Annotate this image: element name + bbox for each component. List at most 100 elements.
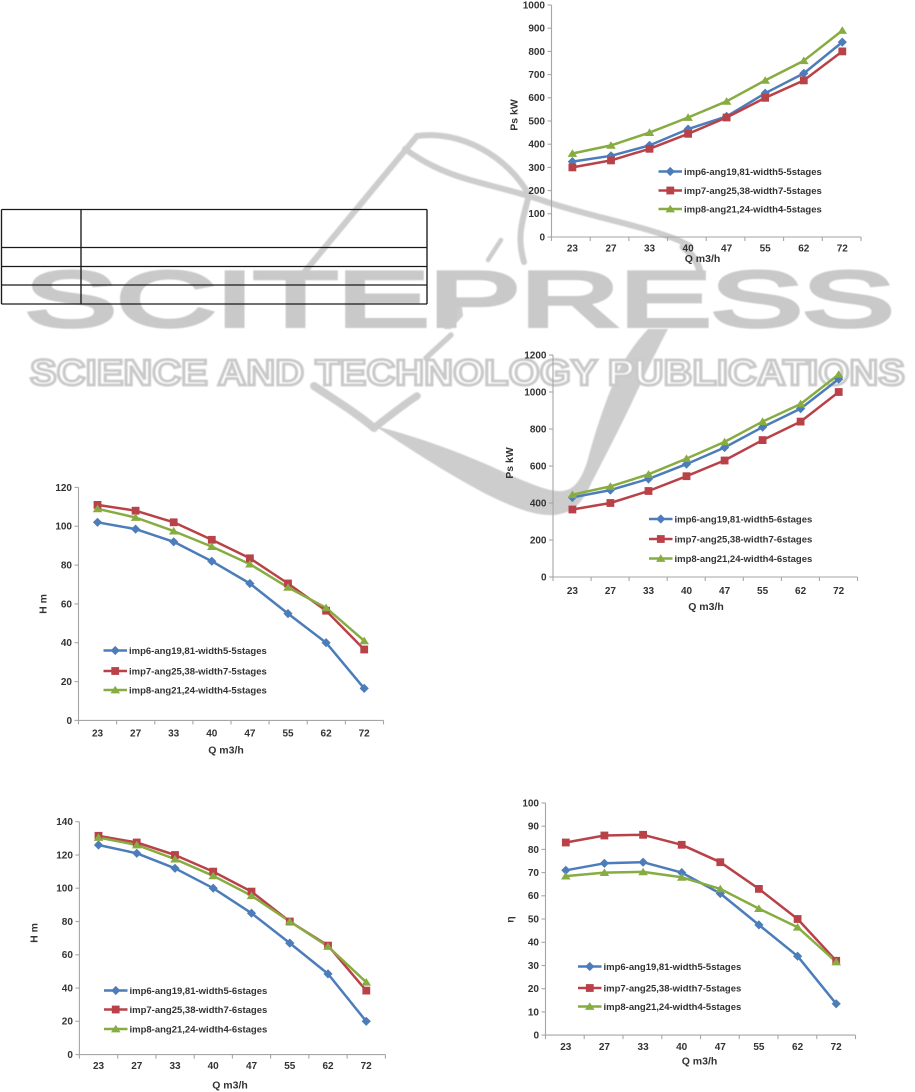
svg-text:300: 300: [528, 163, 545, 174]
svg-text:20: 20: [62, 1017, 74, 1028]
svg-text:27: 27: [130, 729, 142, 740]
svg-text:100: 100: [56, 884, 73, 895]
svg-text:Ps kW: Ps kW: [509, 99, 521, 131]
svg-text:50: 50: [528, 914, 540, 925]
svg-text:33: 33: [643, 586, 655, 597]
svg-text:72: 72: [831, 1042, 843, 1053]
svg-text:10: 10: [528, 1007, 540, 1018]
svg-text:imp7-ang25,38-width7-6stages: imp7-ang25,38-width7-6stages: [675, 534, 813, 545]
svg-text:23: 23: [560, 1042, 572, 1053]
svg-text:27: 27: [605, 244, 617, 255]
svg-text:imp7-ang25,38-width7-5stages: imp7-ang25,38-width7-5stages: [604, 983, 742, 994]
svg-text:33: 33: [169, 1061, 181, 1072]
svg-text:27: 27: [605, 586, 617, 597]
svg-text:40: 40: [62, 984, 74, 995]
svg-text:80: 80: [61, 561, 73, 572]
svg-text:200: 200: [528, 186, 545, 197]
svg-text:0: 0: [533, 1031, 539, 1042]
svg-text:Ps kW: Ps kW: [504, 447, 516, 479]
svg-text:72: 72: [833, 586, 845, 597]
svg-text:60: 60: [61, 599, 73, 610]
svg-text:Q m3/h: Q m3/h: [212, 1080, 248, 1092]
svg-text:0: 0: [67, 1050, 73, 1061]
svg-text:140: 140: [56, 817, 73, 828]
svg-text:62: 62: [792, 1042, 804, 1053]
svg-text:62: 62: [798, 244, 810, 255]
svg-text:400: 400: [530, 498, 547, 509]
svg-text:0: 0: [541, 572, 547, 583]
svg-text:Q m3/h: Q m3/h: [685, 253, 721, 265]
svg-text:90: 90: [528, 822, 540, 833]
svg-text:600: 600: [528, 93, 545, 104]
svg-text:55: 55: [284, 1061, 296, 1072]
svg-text:120: 120: [55, 483, 72, 494]
svg-text:47: 47: [719, 586, 731, 597]
svg-text:SCIENCE AND TECHNOLOGY PUBLICA: SCIENCE AND TECHNOLOGY PUBLICATIONS: [30, 352, 905, 393]
svg-text:100: 100: [55, 522, 72, 533]
svg-text:62: 62: [795, 586, 807, 597]
svg-text:imp6-ang19,81-width5-5stages: imp6-ang19,81-width5-5stages: [684, 167, 822, 178]
svg-text:100: 100: [528, 209, 545, 220]
svg-text:imp8-ang21,24-width4-6stages: imp8-ang21,24-width4-6stages: [130, 1024, 268, 1035]
svg-text:60: 60: [62, 950, 74, 961]
svg-text:imp6-ang19,81-width5-5stages: imp6-ang19,81-width5-5stages: [604, 962, 742, 973]
svg-text:700: 700: [528, 70, 545, 81]
svg-text:27: 27: [599, 1042, 611, 1053]
svg-text:23: 23: [92, 729, 104, 740]
svg-text:33: 33: [168, 729, 180, 740]
svg-text:55: 55: [282, 729, 294, 740]
svg-text:33: 33: [644, 244, 656, 255]
svg-text:imp6-ang19,81-width5-5stages: imp6-ang19,81-width5-5stages: [129, 646, 267, 657]
svg-text:120: 120: [56, 850, 73, 861]
svg-text:80: 80: [62, 917, 74, 928]
svg-text:30: 30: [528, 961, 540, 972]
svg-text:40: 40: [681, 586, 693, 597]
svg-text:40: 40: [528, 938, 540, 949]
svg-text:400: 400: [528, 140, 545, 151]
svg-text:62: 62: [322, 1061, 334, 1072]
svg-text:47: 47: [715, 1042, 727, 1053]
svg-text:33: 33: [638, 1042, 650, 1053]
svg-text:imp8-ang21,24-width4-5stages: imp8-ang21,24-width4-5stages: [129, 685, 267, 696]
svg-text:62: 62: [321, 729, 333, 740]
svg-text:40: 40: [61, 638, 73, 649]
svg-text:47: 47: [244, 729, 256, 740]
svg-text:H m: H m: [38, 594, 50, 614]
svg-text:60: 60: [528, 891, 540, 902]
svg-text:40: 40: [206, 729, 218, 740]
svg-text:20: 20: [61, 677, 73, 688]
svg-text:SCITEPRESS: SCITEPRESS: [25, 255, 894, 343]
svg-text:55: 55: [760, 244, 772, 255]
svg-text:23: 23: [567, 244, 579, 255]
svg-text:20: 20: [528, 984, 540, 995]
svg-text:imp6-ang19,81-width5-6stages: imp6-ang19,81-width5-6stages: [675, 514, 813, 525]
svg-text:Q m3/h: Q m3/h: [208, 744, 244, 756]
svg-text:800: 800: [528, 47, 545, 58]
svg-text:imp7-ang25,38-width7-5stages: imp7-ang25,38-width7-5stages: [684, 186, 822, 197]
svg-text:40: 40: [676, 1042, 688, 1053]
svg-text:0: 0: [539, 232, 545, 243]
svg-text:72: 72: [837, 244, 849, 255]
svg-text:Q m3/h: Q m3/h: [682, 1056, 718, 1068]
svg-text:47: 47: [246, 1061, 258, 1072]
svg-text:imp8-ang21,24-width4-5stages: imp8-ang21,24-width4-5stages: [684, 204, 822, 215]
svg-text:23: 23: [93, 1061, 105, 1072]
svg-text:0: 0: [66, 716, 72, 727]
svg-text:40: 40: [208, 1061, 220, 1072]
svg-text:72: 72: [361, 1061, 373, 1072]
svg-text:imp7-ang25,38-width7-6stages: imp7-ang25,38-width7-6stages: [130, 1005, 268, 1016]
svg-text:600: 600: [530, 461, 547, 472]
svg-text:40: 40: [683, 244, 695, 255]
svg-text:70: 70: [528, 868, 540, 879]
svg-text:η: η: [505, 916, 517, 922]
svg-text:1000: 1000: [523, 0, 546, 11]
svg-text:80: 80: [528, 845, 540, 856]
svg-text:H m: H m: [29, 923, 41, 943]
svg-text:1200: 1200: [524, 350, 547, 361]
svg-text:800: 800: [530, 424, 547, 435]
svg-text:imp8-ang21,24-width4-6stages: imp8-ang21,24-width4-6stages: [675, 554, 813, 565]
svg-text:47: 47: [721, 244, 733, 255]
svg-text:imp8-ang21,24-width4-5stages: imp8-ang21,24-width4-5stages: [604, 1002, 742, 1013]
svg-text:55: 55: [757, 586, 769, 597]
svg-text:72: 72: [359, 729, 371, 740]
